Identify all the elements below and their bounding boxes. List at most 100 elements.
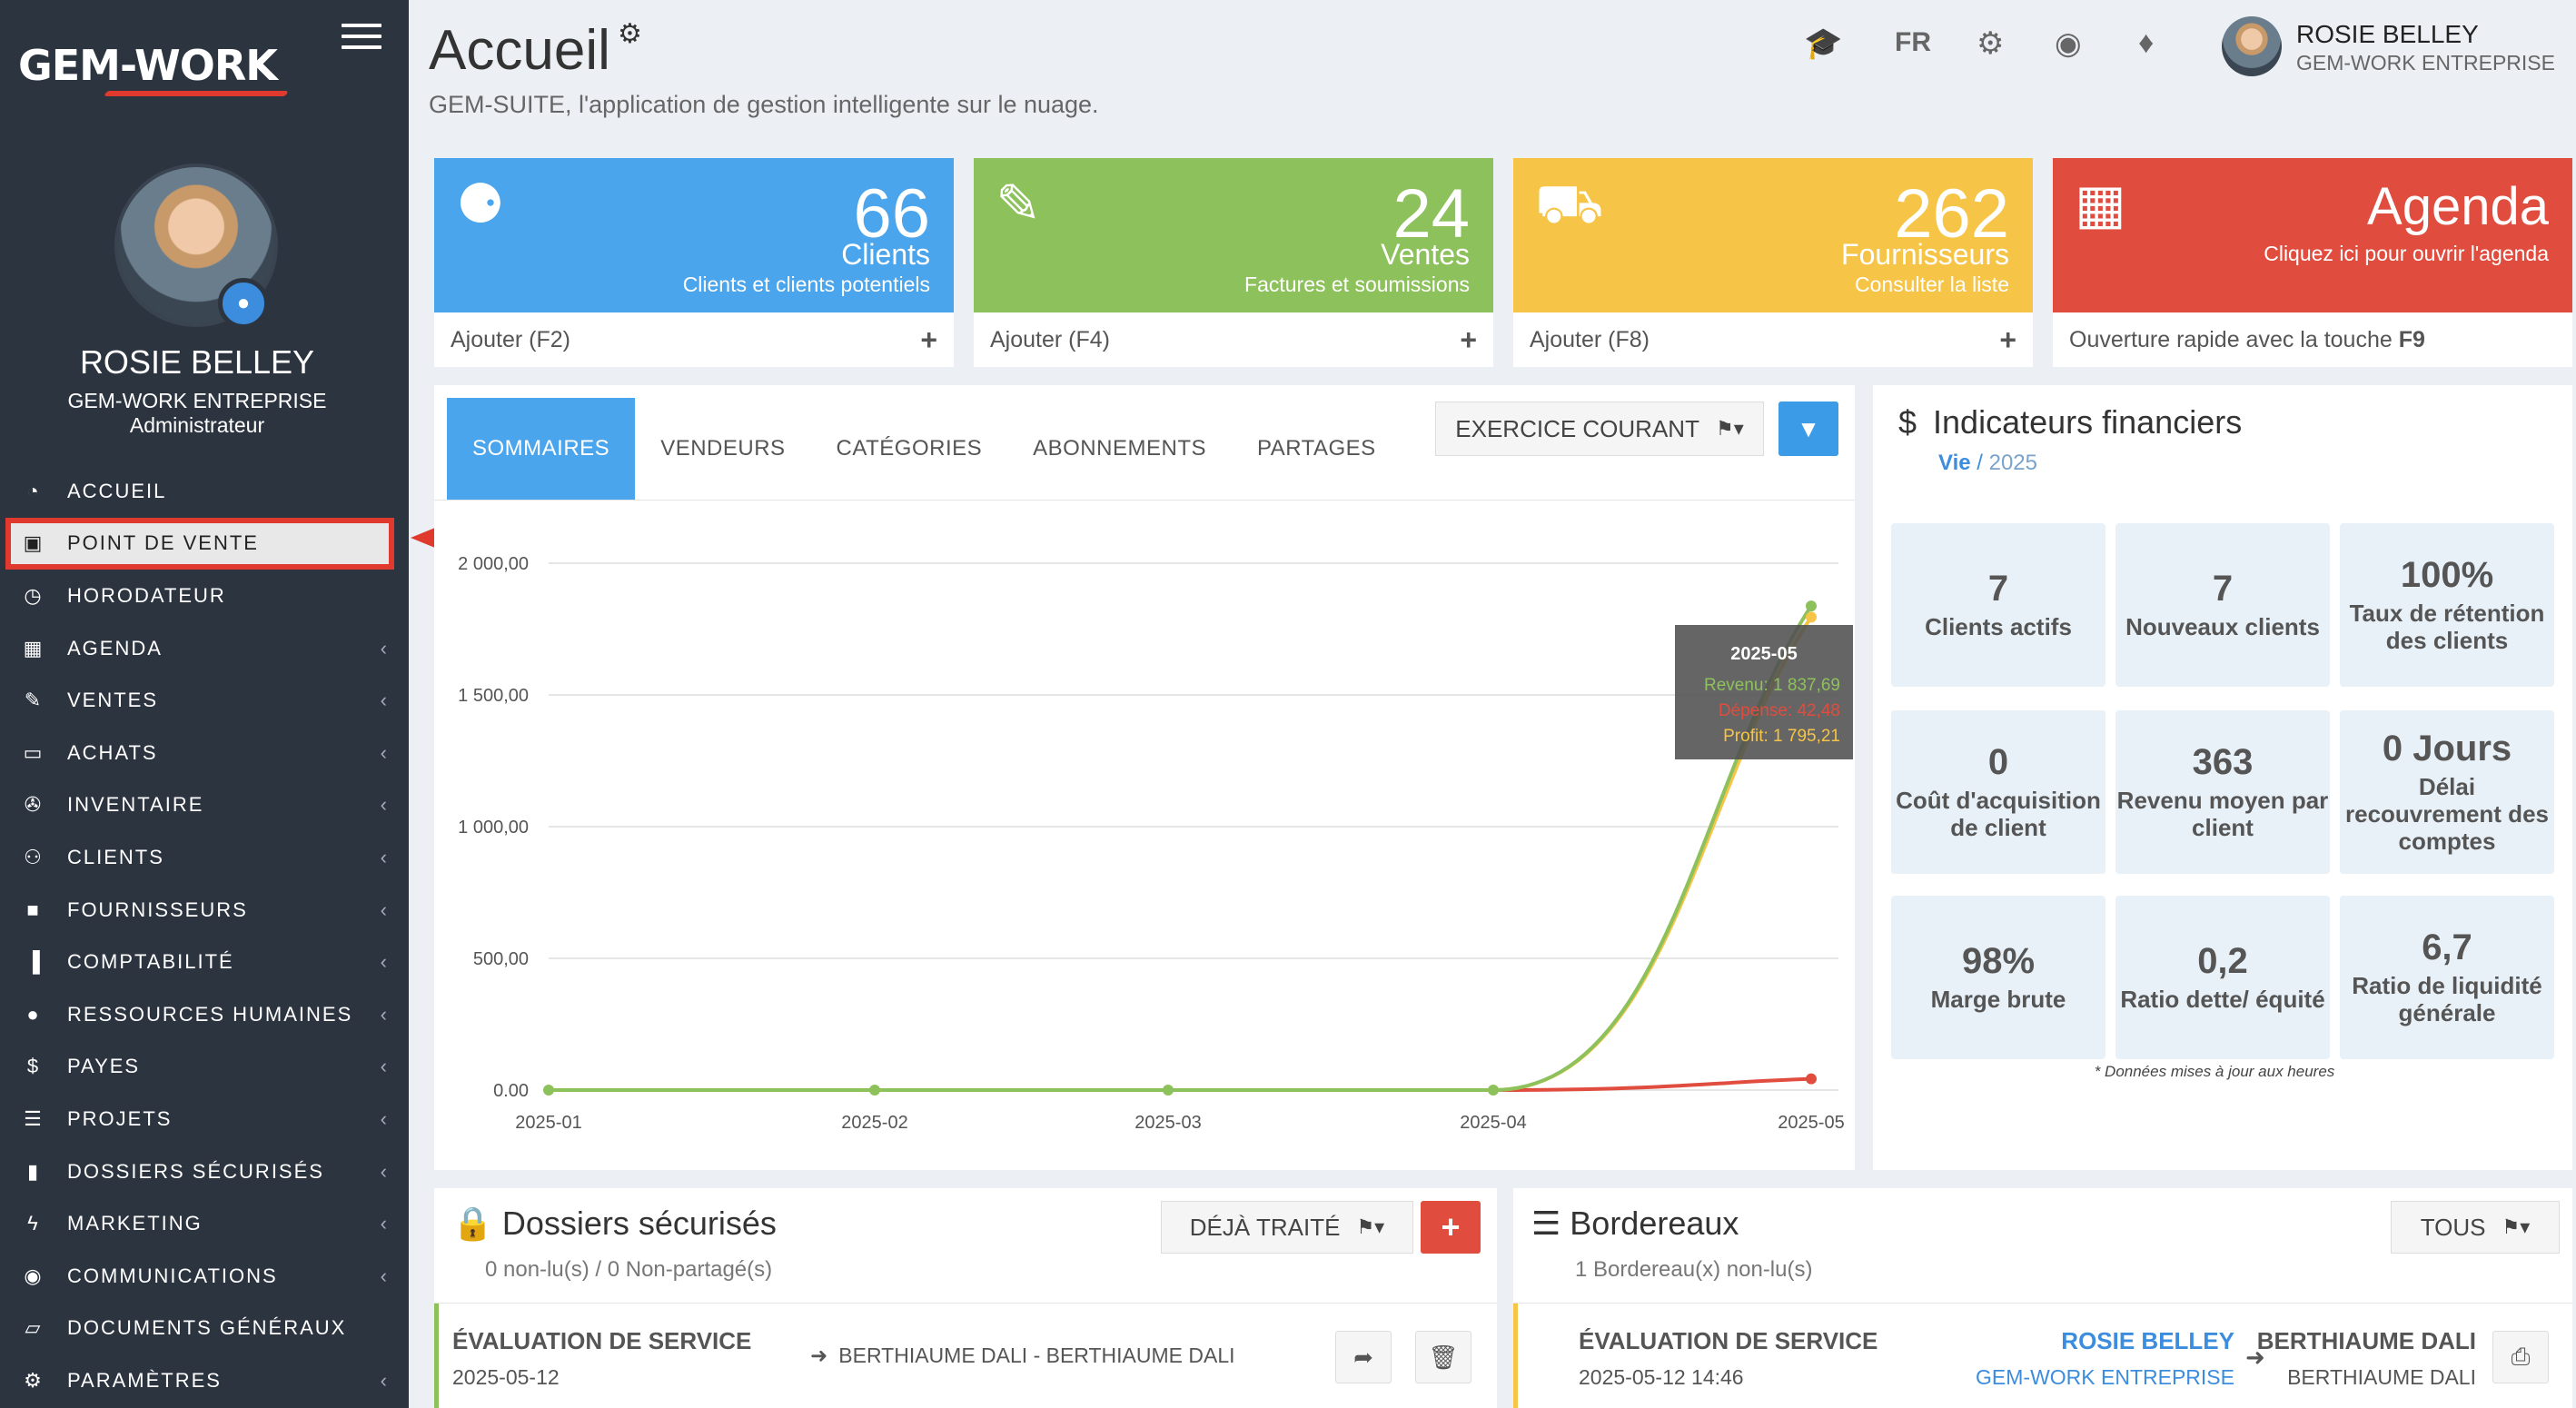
tab-abonnements[interactable]: ABONNEMENTS xyxy=(1033,436,1206,461)
logo[interactable]: GEM-WORK xyxy=(18,41,289,96)
menu-toggle-icon[interactable] xyxy=(342,24,381,49)
chevron-left-icon: ‹ xyxy=(380,1212,389,1235)
x-tick-label: 2025-01 xyxy=(515,1113,581,1133)
dossiers-filter-dropdown[interactable]: DÉJÀ TRAITÉ ⚑▾ xyxy=(1161,1201,1413,1254)
stat-subtitle: Clients et clients potentiels xyxy=(682,273,930,296)
data-point xyxy=(1806,1073,1817,1085)
x-tick-label: 2025-04 xyxy=(1460,1113,1526,1133)
trash-icon: 🗑 xyxy=(1428,1343,1459,1371)
delete-button[interactable]: 🗑 xyxy=(1415,1331,1471,1383)
avatar[interactable] xyxy=(114,164,278,327)
sidebar-user-role: Administrateur xyxy=(129,413,265,437)
page-title: Accueil xyxy=(429,19,610,82)
comments-icon: ◉ xyxy=(24,1264,44,1287)
sidebar-item-achats[interactable]: ▭ ACHATS ‹ xyxy=(0,727,409,779)
sidebar-item-fournisseurs[interactable]: ■ FOURNISSEURS ‹ xyxy=(0,884,409,937)
line-chart[interactable]: 2 000,00 1 500,00 1 000,00 500,00 0.00 2025-0… xyxy=(434,385,1855,1170)
sidebar-item-inventaire[interactable]: ✇ INVENTAIRE ‹ xyxy=(0,779,409,832)
stat-box-ventes[interactable]: ✎ 24 Ventes Factures et soumissions Ajou… xyxy=(974,158,1493,367)
print-button[interactable]: ⎙ xyxy=(2492,1331,2549,1383)
sidebar-item-horodateur[interactable]: ◷ HORODATEUR xyxy=(0,570,409,622)
sidebar-item-agenda[interactable]: ▦ AGENDA ‹ xyxy=(0,622,409,675)
graduation-cap-icon[interactable]: 🎓 xyxy=(1804,26,1843,61)
kpi-label: Revenu moyen par client xyxy=(2116,787,2329,841)
sidebar-item-ventes[interactable]: ✎ VENTES ‹ xyxy=(0,674,409,727)
tab-vendeurs[interactable]: VENDEURS xyxy=(660,436,786,461)
sidebar-item-projets[interactable]: ☰ PROJETS ‹ xyxy=(0,1093,409,1145)
filter-button[interactable]: ▼ xyxy=(1778,402,1838,456)
dossier-row[interactable]: ÉVALUATION DE SERVICE 2025-05-12 ➜ BERTHI… xyxy=(434,1303,1497,1408)
dollar-icon: $ xyxy=(1898,403,1917,441)
user-badge-icon: ● xyxy=(218,278,269,329)
indicators-panel: $ Indicateurs financiers Vie / 2025 7 Clie… xyxy=(1873,385,2572,1170)
dossiers-panel: 🔒 Dossiers sécurisés 0 non-lu(s) / 0 Non-… xyxy=(434,1188,1497,1408)
sidebar-item-communications[interactable]: ◉ COMMUNICATIONS ‹ xyxy=(0,1250,409,1303)
sidebar-user-name: ROSIE BELLEY xyxy=(79,343,315,381)
period-dropdown[interactable]: EXERCICE COURANT ⚑▾ xyxy=(1435,402,1764,456)
sidebar-item-documents-generaux[interactable]: ▱ DOCUMENTS GÉNÉRAUX xyxy=(0,1303,409,1355)
add-supplier-button[interactable]: Ajouter (F8) + xyxy=(1530,322,2016,356)
chevron-left-icon: ‹ xyxy=(380,950,389,974)
add-dossier-button[interactable]: + xyxy=(1421,1201,1481,1254)
chevron-left-icon: ‹ xyxy=(380,636,389,659)
stat-subtitle: Factures et soumissions xyxy=(1244,273,1470,296)
agenda-shortcut[interactable]: Ouverture rapide avec la touche F9 xyxy=(2069,326,2425,352)
settings-gear-icon[interactable]: ⚙ xyxy=(1977,26,2005,61)
chevron-left-icon: ‹ xyxy=(380,1106,389,1130)
sidebar-item-label: COMPTABILITÉ xyxy=(67,950,234,974)
stat-box-fournisseurs[interactable]: ⛟ 262 Fournisseurs Consulter la liste Aj… xyxy=(1513,158,2033,367)
sidebar-item-label: MARKETING xyxy=(67,1212,203,1235)
cart-icon: ✇ xyxy=(24,793,44,817)
tab-categories[interactable]: CATÉGORIES xyxy=(836,436,983,461)
language-switch[interactable]: FR xyxy=(1895,27,1931,57)
y-tick-label: 500,00 xyxy=(473,949,529,969)
header-avatar[interactable] xyxy=(2222,16,2282,76)
x-tick-label: 2025-03 xyxy=(1134,1113,1201,1133)
stat-box-clients[interactable]: ⚈ 66 Clients Clients et clients potentie… xyxy=(434,158,954,367)
kpi-card: 98% Marge brute xyxy=(1891,896,2105,1059)
header-user-name[interactable]: ROSIE BELLEY xyxy=(2296,20,2479,48)
recipient-company: BERTHIAUME DALI xyxy=(2287,1365,2476,1389)
bell-icon[interactable]: ♦ xyxy=(2138,25,2155,60)
share-button[interactable]: ➦ xyxy=(1335,1331,1392,1383)
clock-icon: ◷ xyxy=(24,583,44,607)
sender-name[interactable]: ROSIE BELLEY xyxy=(2061,1327,2234,1354)
sidebar-item-payes[interactable]: $ PAYES ‹ xyxy=(0,1041,409,1094)
data-point xyxy=(1806,600,1817,612)
bordereau-row[interactable]: ÉVALUATION DE SERVICE 2025-05-12 14:46 R… xyxy=(1513,1303,2572,1408)
flag-caret-icon: ⚑▾ xyxy=(2502,1215,2531,1238)
users-icon: ⚈ xyxy=(456,174,505,234)
kpi-card: 0 Coût d'acquisition de client xyxy=(1891,710,2105,874)
kpi-value: 0 Jours xyxy=(2382,729,2512,769)
sidebar-item-label: COMMUNICATIONS xyxy=(67,1264,278,1287)
sidebar-item-label: FOURNISSEURS xyxy=(67,897,248,921)
tab-partages[interactable]: PARTAGES xyxy=(1256,436,1376,461)
sidebar-item-accueil[interactable]: ◔ ACCUEIL xyxy=(0,465,409,518)
sidebar-item-label: POINT DE VENTE xyxy=(67,531,259,555)
arrow-right-icon: ➜ xyxy=(810,1344,828,1367)
add-client-button[interactable]: Ajouter (F2) + xyxy=(451,322,937,356)
plus-icon: + xyxy=(1999,322,2016,356)
page-settings-gear-icon[interactable]: ⚙ xyxy=(618,19,642,49)
comments-icon[interactable]: ◉ xyxy=(2055,26,2082,61)
tooltip-line: Dépense: 42,48 xyxy=(1719,701,1840,720)
stat-box-agenda[interactable]: ▦ Agenda Cliquez ici pour ouvrir l'agend… xyxy=(2053,158,2572,367)
sidebar-item-marketing[interactable]: ϟ MARKETING ‹ xyxy=(0,1197,409,1250)
sidebar-item-label: RESSOURCES HUMAINES xyxy=(67,1002,353,1026)
tab-sommaires[interactable]: SOMMAIRES xyxy=(447,398,636,500)
chevron-left-icon: ‹ xyxy=(380,1264,389,1287)
kpi-value: 0 xyxy=(1987,742,2009,783)
bordereaux-filter-dropdown[interactable]: TOUS ⚑▾ xyxy=(2391,1201,2560,1254)
sidebar-item-clients[interactable]: ⚇ CLIENTS ‹ xyxy=(0,831,409,884)
sidebar-item-comptabilite[interactable]: ▐ COMPTABILITÉ ‹ xyxy=(0,936,409,988)
sidebar-item-parametres[interactable]: ⚙ PARAMÈTRES ‹ xyxy=(0,1354,409,1407)
sidebar-item-ressources-humaines[interactable]: ● RESSOURCES HUMAINES ‹ xyxy=(0,988,409,1041)
sidebar-item-dossiers-securises[interactable]: ▮ DOSSIERS SÉCURISÉS ‹ xyxy=(0,1145,409,1198)
edit-icon: ✎ xyxy=(24,689,44,712)
scope-link[interactable]: Vie xyxy=(1938,451,1971,475)
recipient-name: BERTHIAUME DALI xyxy=(2256,1327,2476,1354)
series-line-profit xyxy=(549,616,1813,1092)
sidebar-item-point-de-vente[interactable]: ▣ POINT DE VENTE xyxy=(5,517,394,570)
add-sale-button[interactable]: Ajouter (F4) + xyxy=(990,322,1477,356)
sidebar-item-label: AGENDA xyxy=(67,636,163,659)
